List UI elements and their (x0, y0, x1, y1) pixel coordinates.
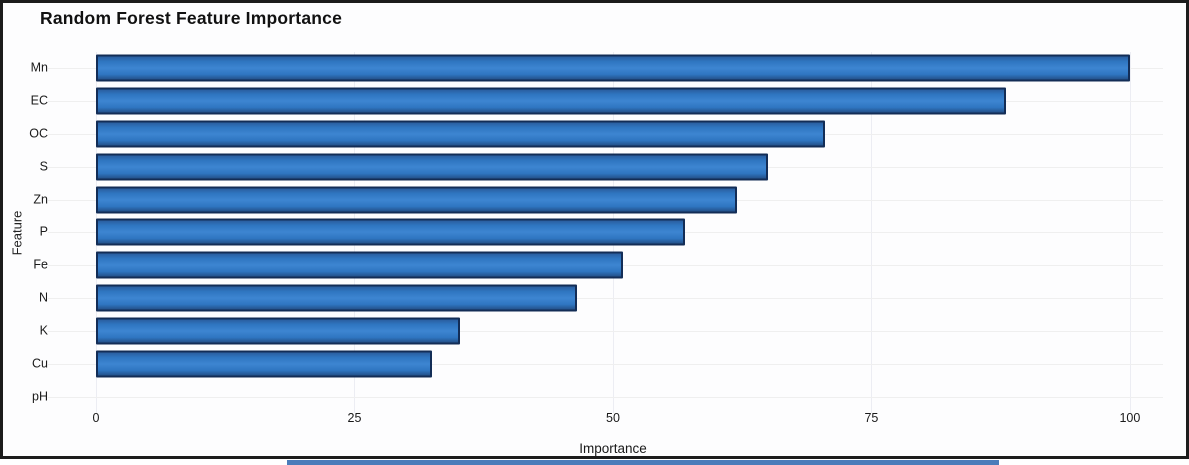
category-label-K: K (39, 323, 48, 338)
gridline-y (48, 396, 1163, 398)
gridline-y (48, 363, 1163, 365)
bar-Zn (96, 186, 738, 214)
bar-row-EC: EC (31, 85, 1163, 118)
category-label-N: N (38, 290, 48, 305)
chart-title: Random Forest Feature Importance (40, 8, 343, 28)
category-label-EC: EC (30, 93, 48, 108)
bar-row-Cu: Cu (32, 347, 1163, 380)
bar-row-Mn: Mn (31, 52, 1163, 85)
category-label-S: S (39, 159, 48, 174)
category-label-Mn: Mn (30, 60, 48, 75)
x-tick-0: 0 (92, 411, 100, 425)
category-label-Zn: Zn (33, 192, 48, 207)
bar-K (96, 317, 460, 345)
category-label-OC: OC (29, 126, 48, 141)
cropped-element-below-figure (287, 460, 999, 465)
x-tick-50: 50 (606, 411, 620, 425)
bar-EC (96, 87, 1006, 115)
bar-row-OC: OC (29, 118, 1163, 151)
x-axis-label: Importance (579, 441, 647, 456)
category-label-Cu: Cu (32, 356, 48, 371)
bar-N (96, 284, 577, 312)
bar-row-K: K (40, 315, 1163, 348)
bar-row-pH: pH (32, 380, 1163, 413)
bar-row-Fe: Fe (33, 249, 1163, 282)
gridline-y (48, 330, 1163, 332)
bar-row-P: P (40, 216, 1163, 249)
x-tick-75: 75 (864, 411, 879, 425)
x-axis-tick-labels: 0 25 50 75 100 (92, 411, 1163, 429)
bar-row-S: S (40, 150, 1163, 183)
x-tick-100: 100 (1119, 411, 1141, 425)
bar-P (96, 218, 686, 246)
plot-area: Mn EC OC S Zn P Fe N K Cu pH (29, 52, 1163, 413)
bar-OC (96, 120, 825, 148)
bar-Cu (96, 350, 433, 378)
category-label-Fe: Fe (33, 257, 48, 272)
bar-Mn (96, 54, 1130, 82)
bar-S (96, 153, 769, 181)
bar-row-Zn: Zn (33, 183, 1163, 216)
category-label-P: P (39, 224, 48, 239)
x-tick-25: 25 (347, 411, 362, 425)
bar-Fe (96, 251, 624, 279)
gridline-y (48, 298, 1163, 300)
category-label-pH: pH (32, 389, 48, 404)
bar-row-N: N (39, 282, 1163, 315)
